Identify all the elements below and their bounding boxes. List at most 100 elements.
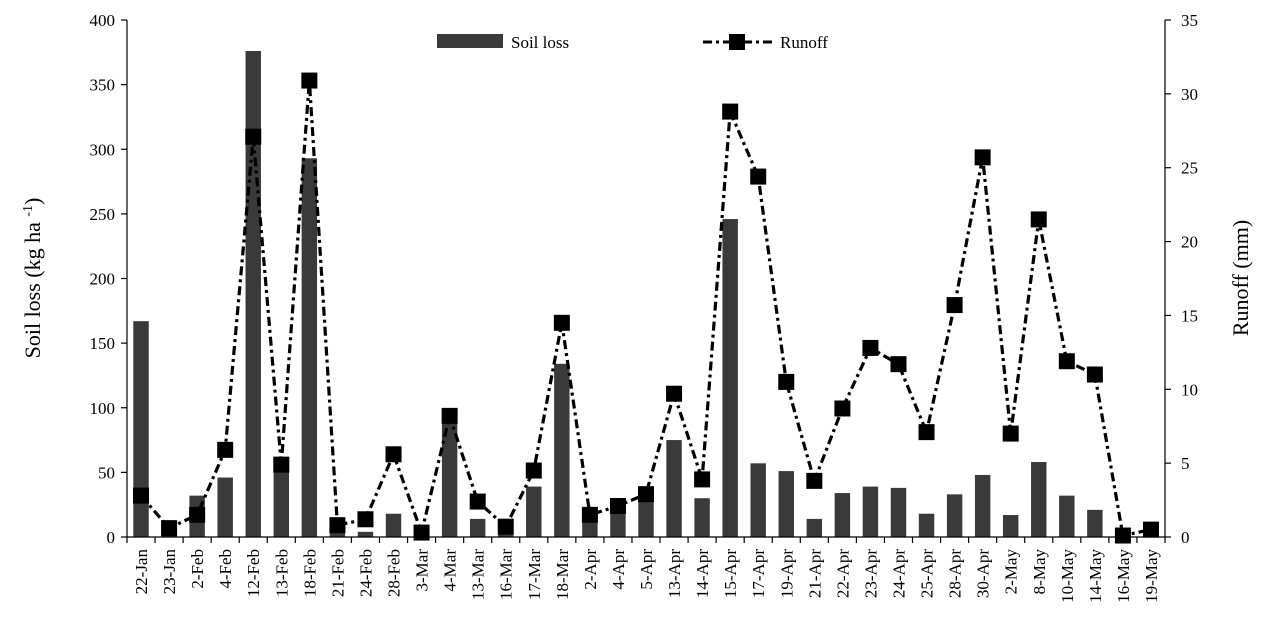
x-tick-label: 22-Jan (132, 549, 151, 595)
x-tick-label: 2-Feb (188, 549, 207, 589)
bar-soil-loss (441, 411, 458, 537)
x-tick-label: 16-May (1114, 549, 1133, 603)
point-runoff (301, 72, 318, 89)
legend: Soil loss Runoff (437, 33, 828, 52)
point-runoff (385, 446, 402, 463)
bar-soil-loss (273, 463, 290, 537)
x-tick-label: 13-Apr (665, 549, 684, 598)
x-tick-label: 14-May (1086, 549, 1105, 603)
point-runoff (974, 149, 991, 166)
x-tick-label: 17-Apr (749, 549, 768, 598)
x-tick-label: 3-Mar (413, 549, 432, 592)
bar-soil-loss (1002, 515, 1019, 537)
bar-soil-loss (385, 513, 402, 537)
bar-soil-loss (1031, 462, 1047, 537)
runoff-line-layer (133, 72, 1159, 544)
point-runoff (357, 511, 374, 528)
bar-soil-loss (245, 51, 261, 538)
point-runoff (946, 297, 963, 314)
left-axis-title-main: Soil loss (kg ha (20, 217, 45, 359)
legend-swatch-soil-loss (437, 34, 503, 48)
bar-soil-loss (890, 487, 907, 537)
left-tick-label: 50 (98, 463, 115, 482)
bar-soil-loss (806, 518, 823, 537)
point-runoff (918, 424, 935, 441)
x-tick-label: 16-Mar (497, 549, 516, 600)
right-tick-label: 35 (1181, 11, 1198, 30)
point-runoff (161, 520, 178, 537)
bar-soil-loss (694, 498, 710, 537)
bar-soil-loss (301, 158, 318, 538)
point-runoff (245, 128, 262, 145)
x-tick-label: 19-May (1142, 549, 1161, 603)
bar-soil-loss (638, 493, 654, 537)
x-tick-label: 13-Mar (469, 549, 488, 600)
bar-soil-loss (974, 474, 991, 537)
point-runoff (525, 462, 542, 479)
point-runoff (694, 471, 711, 488)
point-runoff (1058, 353, 1075, 370)
point-runoff (1030, 211, 1047, 228)
point-runoff (133, 487, 150, 504)
soil-loss-bars (133, 51, 1159, 538)
tick-labels: 0 50 100 150 200 250 300 350 400 0 5 10 15 20 25 30 35 22… (90, 11, 1199, 603)
x-tick-label: 24-Feb (356, 549, 375, 597)
point-runoff (189, 506, 206, 523)
x-tick-label: 22-Apr (833, 549, 852, 598)
legend-marker-runoff (729, 34, 745, 50)
point-runoff (1086, 366, 1103, 383)
point-runoff (441, 407, 458, 424)
point-runoff (1002, 425, 1019, 442)
bar-soil-loss (862, 486, 879, 537)
bar-soil-loss (1087, 509, 1103, 537)
right-tick-label: 10 (1181, 380, 1198, 399)
x-tick-label: 28-Feb (385, 549, 404, 597)
x-tick-label: 21-Feb (328, 549, 347, 597)
point-runoff (1142, 521, 1159, 538)
x-tick-label: 23-Jan (160, 549, 179, 595)
right-tick-label: 5 (1181, 454, 1190, 473)
x-tick-label: 28-Apr (946, 549, 965, 598)
x-tick-label: 30-Apr (974, 549, 993, 598)
bar-soil-loss (554, 363, 570, 537)
bar-soil-loss (722, 219, 738, 538)
point-runoff (834, 400, 851, 417)
x-tick-label: 18-Mar (553, 549, 572, 600)
left-axis-title-sup: -1 (21, 205, 36, 217)
point-runoff (750, 168, 767, 185)
left-tick-label: 300 (90, 140, 116, 159)
x-tick-label: 21-Apr (805, 549, 824, 598)
bar-soil-loss (469, 518, 486, 537)
point-runoff (806, 472, 823, 489)
left-tick-label: 400 (90, 11, 116, 30)
bar-soil-loss (918, 513, 935, 537)
x-tick-label: 19-Apr (777, 549, 796, 598)
bar-soil-loss (133, 321, 149, 537)
point-runoff (609, 497, 626, 514)
x-tick-label: 2-May (1002, 549, 1021, 595)
x-tick-label: 24-Apr (889, 549, 908, 598)
line-runoff (139, 80, 1152, 539)
x-tick-label: 25-Apr (918, 549, 937, 598)
right-tick-label: 15 (1181, 306, 1198, 325)
x-tick-label: 18-Feb (300, 549, 319, 597)
point-runoff (638, 486, 654, 503)
point-runoff (890, 356, 907, 373)
left-tick-label: 150 (90, 334, 116, 353)
point-runoff (581, 506, 598, 523)
left-tick-label: 100 (90, 399, 116, 418)
x-tick-label: 17-Mar (525, 549, 544, 600)
x-tick-label: 12-Feb (244, 549, 263, 597)
x-tick-label: 8-May (1030, 549, 1049, 595)
left-axis-title: Soil loss (kg ha -1) (20, 198, 45, 359)
bar-soil-loss (1059, 495, 1075, 537)
point-runoff (553, 314, 570, 331)
x-tick-label: 10-May (1058, 549, 1077, 603)
point-runoff (217, 441, 234, 458)
x-tick-label: 14-Apr (693, 549, 712, 598)
bar-soil-loss (834, 493, 851, 537)
left-tick-label: 350 (90, 76, 116, 95)
point-runoff (722, 103, 739, 120)
bar-soil-loss (666, 440, 682, 537)
